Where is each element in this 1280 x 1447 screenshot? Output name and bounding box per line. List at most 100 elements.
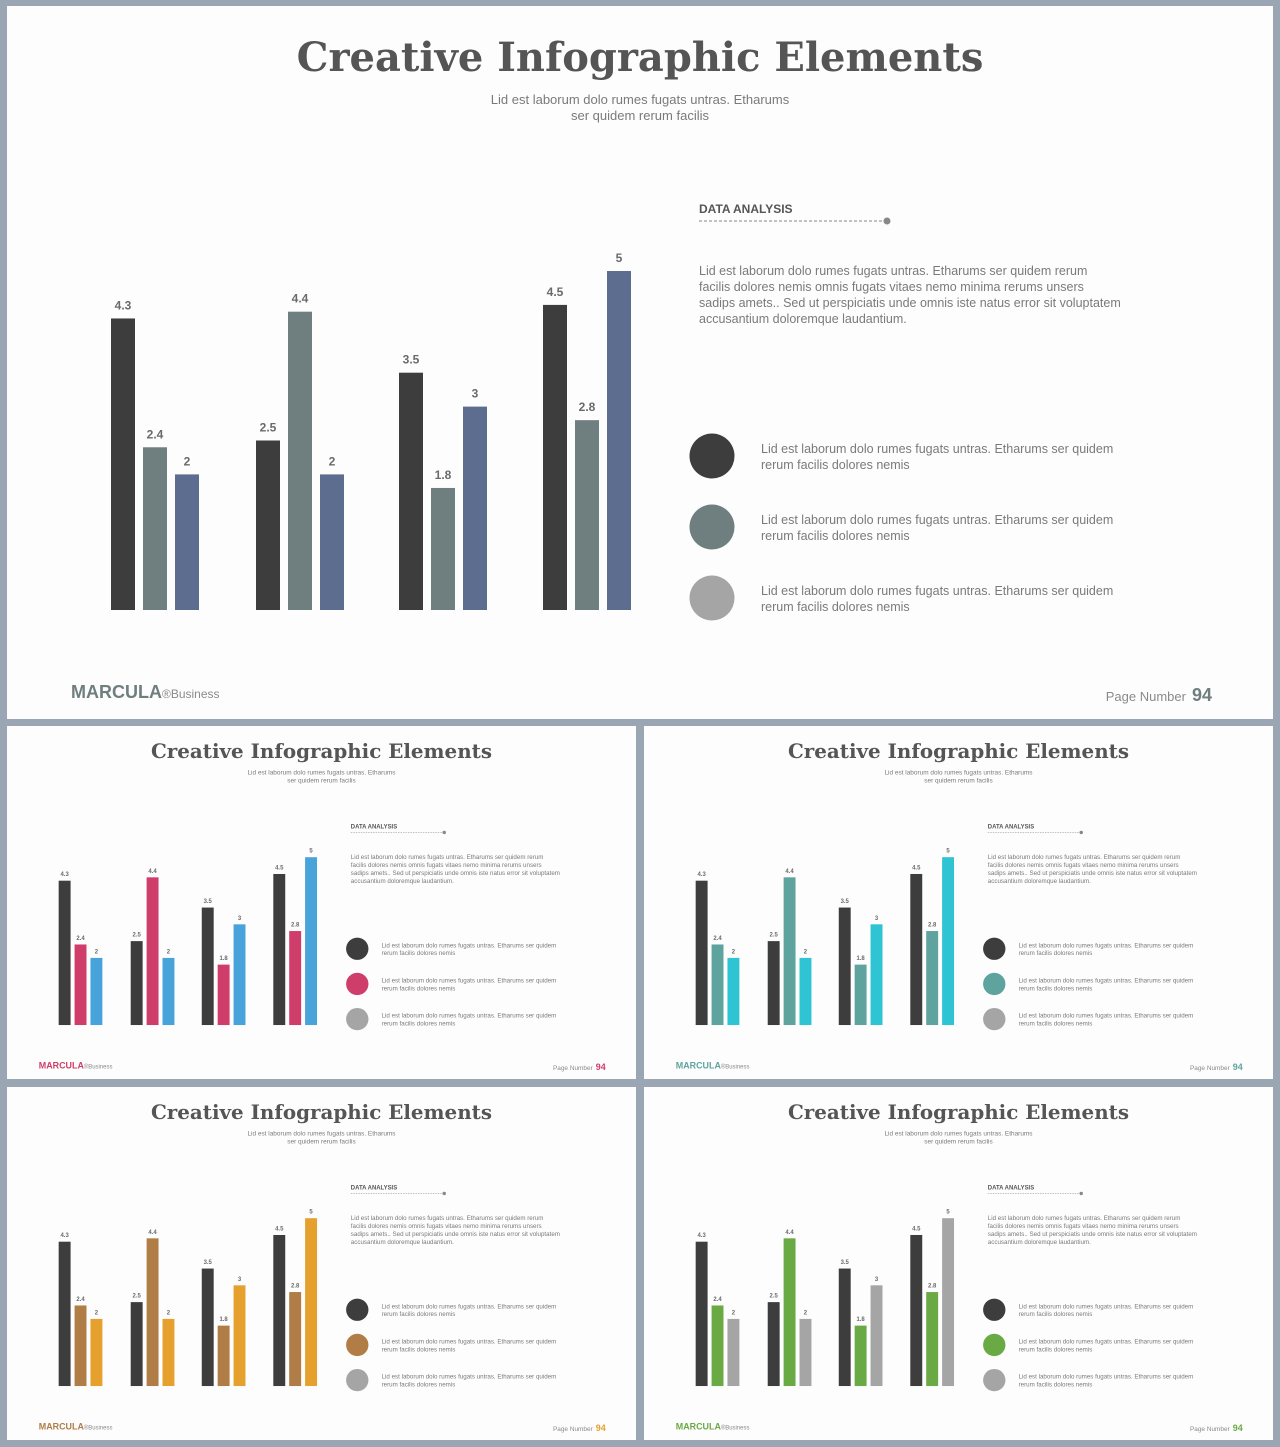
bar-value-label: 3.5 [204, 899, 213, 905]
bar [111, 318, 135, 610]
subtitle-line: Lid est laborum dolo rumes fugats untras… [247, 1131, 395, 1138]
bar-value-label: 2.4 [76, 1297, 85, 1303]
bar [695, 880, 708, 1026]
bar [162, 1318, 175, 1387]
bar-value-label: 5 [309, 849, 313, 855]
bar-value-label: 4.4 [148, 1230, 157, 1236]
bar [543, 304, 567, 610]
bar-value-label: 4.4 [148, 869, 157, 875]
legend-text-line: rerum facilis dolores nemis [761, 458, 910, 472]
bar-value-label: 2 [167, 1310, 171, 1316]
bar-value-label: 2 [184, 454, 191, 468]
legend-circle [983, 937, 1006, 960]
bar-value-label: 2 [732, 949, 736, 955]
brand-name: MARCULA [676, 1061, 722, 1071]
legend-text-line: rerum facilis dolores nemis [382, 1311, 456, 1318]
bar-value-label: 2.8 [291, 923, 300, 929]
legend-text-line: Lid est laborum dolo rumes fugats untras… [1019, 1338, 1194, 1345]
legend-text-line: rerum facilis dolores nemis [1019, 985, 1093, 992]
bar-value-label: 4.4 [785, 1230, 794, 1236]
slide-main: Creative Infographic Elements Lid est lab… [7, 6, 1273, 719]
bar-value-label: 1.8 [219, 1317, 228, 1323]
legend-text-line: Lid est laborum dolo rumes fugats untras… [761, 442, 1113, 456]
bar-value-label: 4.3 [60, 1233, 69, 1239]
legend-circle [346, 1333, 369, 1357]
bar [767, 1302, 780, 1387]
bar [175, 474, 199, 610]
bar-value-label: 2.4 [713, 936, 722, 942]
bar [273, 873, 286, 1026]
brand-suffix: ®Business [84, 1064, 113, 1071]
bar [727, 1318, 740, 1387]
page-number: 94 [596, 1423, 606, 1433]
bar-value-label: 2.8 [928, 1284, 937, 1290]
paragraph-line: Lid est laborum dolo rumes fugats untras… [699, 264, 1087, 278]
bar [854, 964, 867, 1026]
legend-text-line: Lid est laborum dolo rumes fugats untras… [1019, 977, 1194, 984]
bar-value-label: 1.8 [856, 956, 865, 962]
bar-value-label: 4.3 [697, 872, 706, 878]
legend-text-line: Lid est laborum dolo rumes fugats untras… [1019, 942, 1194, 949]
bar-chart: 4.3 2.5 3.5 4.5 2.4 4.4 1.8 2.8 2 2 3 5 [691, 849, 959, 1026]
legend-text-line: Lid est laborum dolo rumes fugats untras… [382, 1374, 557, 1381]
legend-text-line: Lid est laborum dolo rumes fugats untras… [382, 1013, 557, 1020]
page-title: Creative Infographic Elements [297, 34, 984, 81]
page-number-block: Page Number 94 [1106, 685, 1212, 705]
bar [926, 1292, 939, 1387]
legend-text-line: rerum facilis dolores nemis [1019, 1311, 1093, 1318]
bar [288, 311, 312, 610]
legend-text-line: rerum facilis dolores nemis [1019, 1382, 1093, 1389]
bar [305, 1218, 318, 1387]
slide-canvas: Creative Infographic Elements Lid est lab… [39, 739, 606, 1072]
slide-canvas: Creative Infographic Elements Lid est lab… [71, 34, 1212, 705]
paragraph-line: Lid est laborum dolo rumes fugats untras… [351, 854, 544, 861]
divider-dot [1079, 1191, 1083, 1196]
bar-value-label: 4.4 [292, 292, 309, 306]
paragraph-line: facilis dolores nemis omnis fugats vitae… [988, 1223, 1179, 1230]
bar [767, 941, 780, 1026]
bar [870, 924, 883, 1026]
bar [799, 1318, 812, 1387]
bar-value-label: 2.8 [291, 1284, 300, 1290]
brand-logo: MARCULA®Business [676, 1422, 750, 1432]
page-label: Page Number [553, 1065, 594, 1072]
bar-chart: 4.3 2.5 3.5 4.5 2.4 4.4 1.8 2.8 2 2 3 5 [54, 849, 322, 1026]
bar-value-label: 1.8 [856, 1317, 865, 1323]
bar-value-label: 3.5 [403, 353, 420, 367]
subtitle-line: Lid est laborum dolo rumes fugats untras… [884, 1131, 1032, 1138]
subtitle-line: Lid est laborum dolo rumes fugats untras… [247, 770, 395, 777]
bar [727, 957, 740, 1026]
legend-circle [983, 1298, 1006, 1321]
bar-value-label: 2.8 [928, 923, 937, 929]
section-label: DATA ANALYSIS [988, 1185, 1034, 1191]
paragraph-line: sadips amets.. Sed ut perspiciatis unde … [351, 1231, 560, 1238]
paragraph-line: sadips amets.. Sed ut perspiciatis unde … [351, 870, 560, 877]
bar [926, 931, 939, 1026]
page-label: Page Number [1190, 1065, 1231, 1072]
bar-value-label: 4.5 [547, 285, 564, 299]
page-number-block: Page Number 94 [553, 1062, 606, 1072]
bar-value-label: 3 [875, 1277, 879, 1283]
bar-value-label: 4.3 [60, 872, 69, 878]
page-number-block: Page Number 94 [1190, 1423, 1243, 1433]
brand-name: MARCULA [39, 1061, 85, 1071]
paragraph-line: Lid est laborum dolo rumes fugats untras… [351, 1215, 544, 1222]
bar [399, 372, 423, 610]
paragraph-line: accusantium doloremque laudantium. [351, 878, 454, 885]
bar [942, 1218, 955, 1387]
bar-value-label: 2 [732, 1310, 736, 1316]
brand-logo: MARCULA®Business [71, 682, 220, 702]
bar [711, 944, 724, 1026]
legend-text-line: Lid est laborum dolo rumes fugats untras… [1019, 1303, 1194, 1310]
bar [431, 487, 455, 610]
bar-value-label: 3.5 [204, 1260, 213, 1266]
page-number-block: Page Number 94 [1190, 1062, 1243, 1072]
legend-circle [689, 433, 735, 479]
slide-thumb-4: Creative Infographic Elements Lid est lab… [644, 1087, 1273, 1440]
page-number: 94 [1192, 685, 1212, 705]
legend-circle [346, 972, 369, 996]
bar-value-label: 2.8 [579, 400, 596, 414]
legend-text-line: rerum facilis dolores nemis [1019, 1346, 1093, 1353]
bar [201, 1268, 214, 1387]
paragraph-line: sadips amets.. Sed ut perspiciatis unde … [699, 296, 1121, 310]
